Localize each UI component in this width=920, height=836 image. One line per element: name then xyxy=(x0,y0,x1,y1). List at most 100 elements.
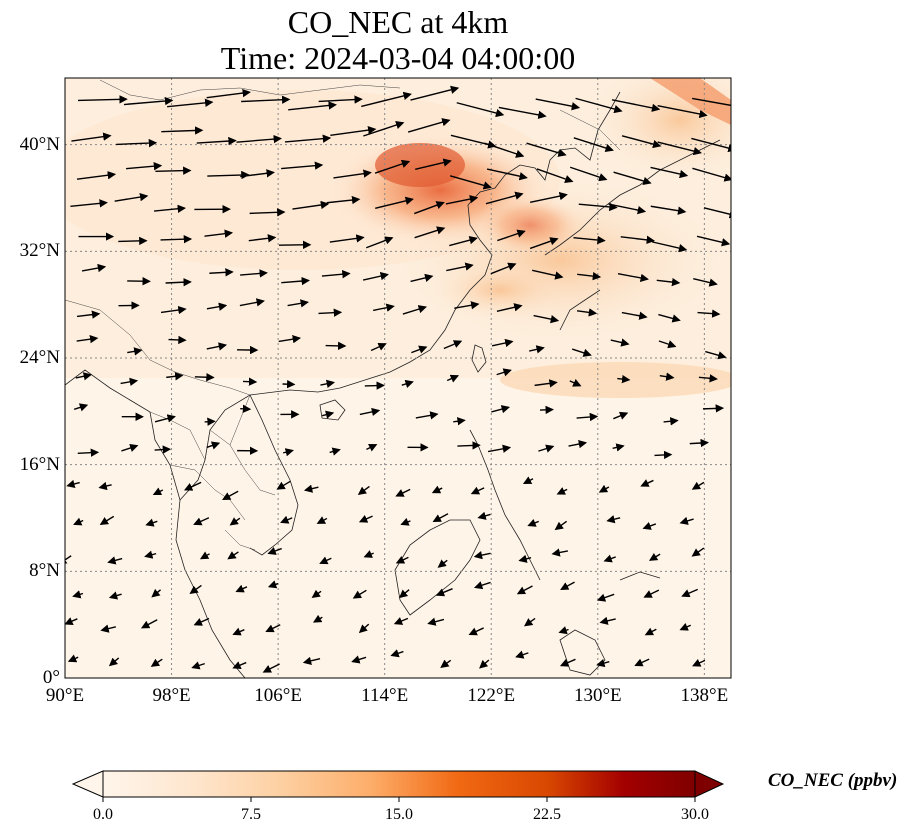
chart-title: CO_NEC at 4km xyxy=(287,4,509,40)
wind-arrow xyxy=(222,490,239,501)
wind-arrow xyxy=(640,479,654,487)
wind-arrow xyxy=(302,656,321,665)
wind-arrow xyxy=(534,379,558,388)
wind-arrow xyxy=(329,447,341,456)
wind-arrow xyxy=(663,417,679,426)
wind-arrow xyxy=(366,443,378,452)
wind-arrow xyxy=(691,137,731,153)
wind-arrow xyxy=(658,313,681,323)
wind-arrow xyxy=(659,372,675,381)
wind-arrow xyxy=(330,125,377,136)
wind-arrow xyxy=(703,207,731,219)
wind-arrow xyxy=(532,269,564,280)
wind-arrow xyxy=(71,132,112,142)
wind-arrow xyxy=(312,614,323,623)
wind-arrow xyxy=(118,236,148,246)
wind-arrow xyxy=(364,381,385,390)
wind-arrow xyxy=(575,97,623,114)
map-frame xyxy=(64,77,732,679)
wind-arrow xyxy=(393,617,409,625)
wind-arrow xyxy=(73,403,89,412)
wind-arrow xyxy=(522,476,534,485)
wind-arrow xyxy=(427,617,445,626)
wind-arrow xyxy=(206,88,251,99)
wind-arrow xyxy=(449,175,492,190)
wind-arrow xyxy=(365,236,394,249)
wind-arrow xyxy=(81,263,107,273)
wind-arrow xyxy=(144,550,157,559)
wind-arrow xyxy=(679,516,694,525)
wind-arrow xyxy=(453,417,466,426)
wind-arrow xyxy=(535,98,581,111)
wind-arrow xyxy=(204,229,234,238)
wind-arrow xyxy=(160,305,187,315)
colorbar-tick-label: 30.0 xyxy=(681,806,709,823)
wind-arrow xyxy=(373,303,395,312)
wind-arrow xyxy=(497,229,526,242)
wind-arrow xyxy=(161,126,204,135)
wind-arrow xyxy=(612,443,625,452)
wind-arrow xyxy=(539,405,554,415)
wind-arrow xyxy=(267,547,282,555)
wind-arrow xyxy=(232,627,245,636)
wind-arrow xyxy=(153,204,187,213)
wind-arrow xyxy=(523,617,536,627)
lon-tick-label: 90°E xyxy=(45,685,85,706)
wind-arrow xyxy=(432,513,449,523)
wind-arrow xyxy=(654,450,673,460)
lat-tick-label: 8°N xyxy=(29,560,60,582)
wind-arrow xyxy=(644,627,657,636)
wind-arrow xyxy=(165,278,192,287)
lon-tick-label: 106°E xyxy=(254,685,302,706)
wind-arrow xyxy=(278,240,312,250)
wind-arrow xyxy=(276,480,291,490)
wind-arrow xyxy=(569,166,608,182)
chart-subtitle-time: Time: 2024-03-04 04:00:00 xyxy=(220,40,576,76)
wind-arrow xyxy=(363,550,374,558)
wind-arrow xyxy=(329,234,365,243)
wind-arrow xyxy=(569,378,582,387)
wind-arrow xyxy=(650,205,687,215)
wind-arrow xyxy=(287,299,309,308)
wind-arrow xyxy=(486,168,528,181)
wind-arrow xyxy=(358,514,373,523)
wind-arrow xyxy=(77,95,128,104)
lon-tick-label: 130°E xyxy=(573,685,622,706)
wind-arrow xyxy=(352,589,367,599)
wind-arrow xyxy=(292,200,330,210)
wind-arrow xyxy=(578,202,618,212)
wind-arrow xyxy=(351,655,367,664)
wind-arrow xyxy=(538,444,555,453)
colorbar-tick-label: 22.5 xyxy=(533,806,561,823)
wind-arrow xyxy=(395,488,411,497)
wind-arrow xyxy=(160,235,193,244)
wind-arrow xyxy=(693,277,718,287)
wind-arrow xyxy=(281,161,324,170)
wind-arrow xyxy=(576,412,599,422)
colorbar-gradient xyxy=(103,771,695,797)
wind-arrow xyxy=(651,241,688,253)
colorbar-tick-label: 7.5 xyxy=(241,806,261,823)
colorbar-tick-label: 15.0 xyxy=(385,806,413,823)
wind-arrow xyxy=(560,581,575,590)
wind-arrow xyxy=(116,138,158,148)
wind-arrow xyxy=(359,407,381,417)
wind-arrow xyxy=(248,234,277,243)
wind-arrow xyxy=(484,142,525,158)
wind-arrow xyxy=(278,334,302,344)
wind-arrow xyxy=(446,262,474,272)
wind-arrow xyxy=(123,96,174,106)
wind-arrow xyxy=(358,623,370,634)
wind-arrow xyxy=(620,235,656,245)
wind-arrow xyxy=(634,658,650,667)
wind-arrow xyxy=(76,310,101,319)
wind-arrow xyxy=(415,411,439,420)
wind-arrow xyxy=(281,276,310,286)
wind-arrow xyxy=(151,588,162,598)
wind-arrow xyxy=(262,663,280,673)
wind-arrow xyxy=(606,515,621,524)
wind-arrow xyxy=(189,584,202,595)
wind-arrow xyxy=(515,650,529,659)
wind-arrow xyxy=(402,305,427,315)
wind-vectors xyxy=(65,85,731,673)
